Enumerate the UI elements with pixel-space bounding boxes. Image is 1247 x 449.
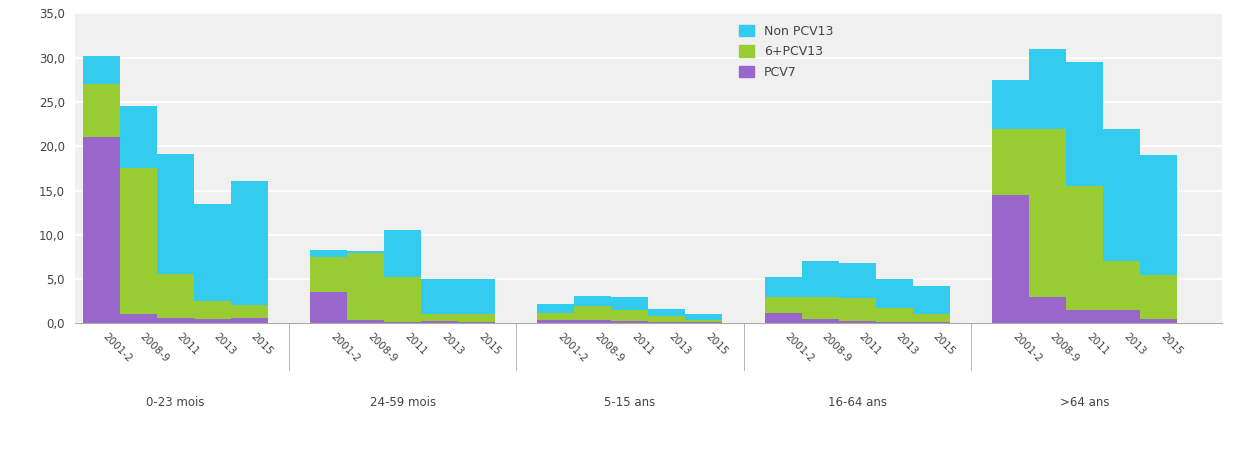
Bar bbox=[802, 319, 839, 323]
Bar bbox=[1140, 155, 1177, 275]
Bar bbox=[231, 318, 268, 323]
Bar bbox=[537, 304, 575, 313]
Bar bbox=[157, 154, 193, 274]
Bar bbox=[875, 279, 913, 308]
Bar bbox=[993, 80, 1029, 128]
Bar bbox=[1104, 261, 1140, 310]
Bar bbox=[913, 321, 950, 323]
Bar bbox=[1029, 49, 1066, 128]
Bar bbox=[648, 309, 686, 316]
Text: 16-64 ans: 16-64 ans bbox=[828, 396, 887, 409]
Bar bbox=[458, 279, 495, 314]
Bar bbox=[120, 168, 157, 314]
Bar bbox=[686, 320, 722, 322]
Bar bbox=[1029, 297, 1066, 323]
Text: 5-15 ans: 5-15 ans bbox=[605, 396, 656, 409]
Bar bbox=[764, 313, 802, 323]
Bar bbox=[611, 310, 648, 321]
Bar bbox=[575, 307, 611, 320]
Bar bbox=[82, 137, 120, 323]
Text: 0-23 mois: 0-23 mois bbox=[146, 396, 205, 409]
Bar bbox=[82, 84, 120, 137]
Bar bbox=[347, 251, 384, 253]
Bar bbox=[157, 318, 193, 323]
Bar bbox=[839, 299, 875, 321]
Bar bbox=[875, 321, 913, 323]
Bar bbox=[82, 56, 120, 84]
Bar bbox=[802, 297, 839, 319]
Bar bbox=[611, 321, 648, 323]
Bar bbox=[193, 319, 231, 323]
Bar bbox=[1140, 319, 1177, 323]
Bar bbox=[611, 297, 648, 310]
Bar bbox=[686, 313, 722, 320]
Bar bbox=[839, 263, 875, 299]
Bar bbox=[839, 321, 875, 323]
Bar bbox=[421, 321, 458, 323]
Bar bbox=[993, 195, 1029, 323]
Bar bbox=[648, 316, 686, 321]
Bar bbox=[384, 277, 421, 321]
Bar bbox=[913, 286, 950, 314]
Bar bbox=[311, 250, 347, 257]
Bar bbox=[1140, 275, 1177, 319]
Bar bbox=[458, 321, 495, 323]
Bar bbox=[384, 230, 421, 277]
Bar bbox=[1029, 128, 1066, 297]
Bar bbox=[537, 313, 575, 320]
Bar bbox=[537, 320, 575, 323]
Bar bbox=[120, 314, 157, 323]
Bar bbox=[1066, 62, 1104, 186]
Text: 24-59 mois: 24-59 mois bbox=[369, 396, 435, 409]
Bar bbox=[875, 308, 913, 321]
Bar bbox=[764, 277, 802, 297]
Bar bbox=[1104, 128, 1140, 261]
Bar bbox=[347, 320, 384, 323]
Bar bbox=[802, 261, 839, 297]
Bar bbox=[421, 279, 458, 313]
Bar bbox=[575, 296, 611, 307]
Bar bbox=[311, 257, 347, 292]
Bar bbox=[311, 292, 347, 323]
Bar bbox=[193, 301, 231, 319]
Bar bbox=[157, 274, 193, 318]
Bar bbox=[231, 305, 268, 318]
Bar bbox=[193, 204, 231, 301]
Text: >64 ans: >64 ans bbox=[1060, 396, 1110, 409]
Bar bbox=[231, 181, 268, 305]
Bar bbox=[347, 253, 384, 320]
Bar bbox=[1104, 310, 1140, 323]
Bar bbox=[1066, 186, 1104, 310]
Legend: Non PCV13, 6+PCV13, PCV7: Non PCV13, 6+PCV13, PCV7 bbox=[734, 20, 838, 84]
Bar bbox=[120, 106, 157, 168]
Bar bbox=[648, 321, 686, 323]
Bar bbox=[421, 313, 458, 321]
Bar bbox=[913, 314, 950, 321]
Bar bbox=[575, 320, 611, 323]
Bar bbox=[686, 322, 722, 323]
Bar bbox=[1066, 310, 1104, 323]
Bar bbox=[764, 297, 802, 313]
Bar bbox=[384, 321, 421, 323]
Bar bbox=[993, 128, 1029, 195]
Bar bbox=[458, 314, 495, 321]
